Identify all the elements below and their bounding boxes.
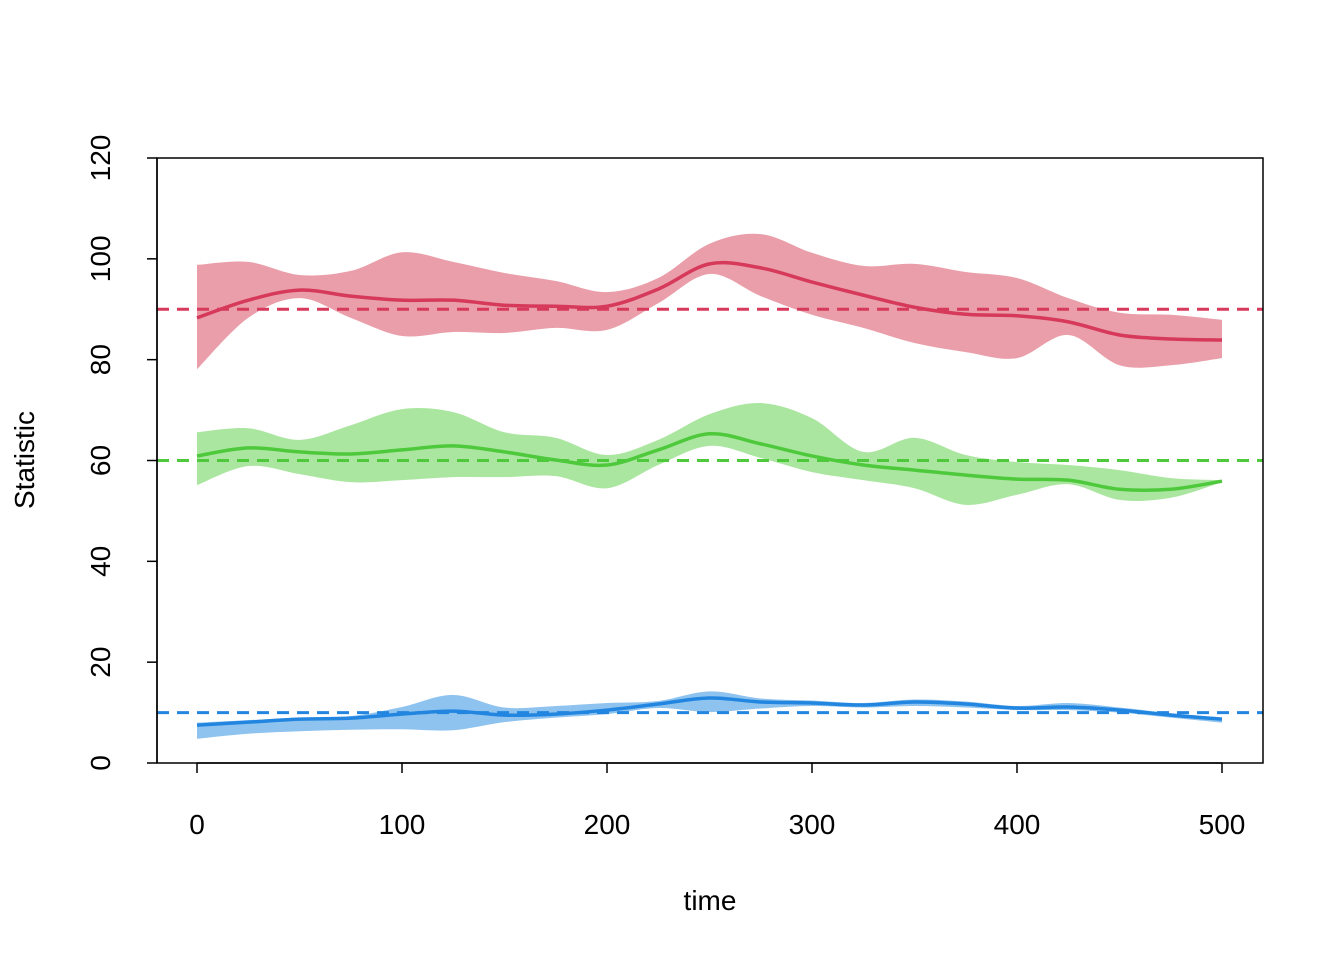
reference-lines (157, 307, 1263, 715)
x-tick-label: 300 (789, 809, 836, 840)
red-series-line (196, 260, 1223, 342)
x-tick-label: 200 (584, 809, 631, 840)
x-tick-label: 100 (379, 809, 426, 840)
blue-series-line (196, 696, 1223, 727)
y-tick-label: 20 (85, 647, 116, 678)
y-tick-label: 100 (85, 235, 116, 282)
green-series-line (196, 432, 1223, 493)
y-tick-label: 40 (85, 546, 116, 577)
x-axis-label: time (684, 885, 737, 916)
x-tick-label: 500 (1199, 809, 1246, 840)
y-tick-label: 0 (85, 755, 116, 771)
y-axis-label: Statistic (9, 411, 40, 509)
y-tick-label: 120 (85, 135, 116, 182)
y-tick-label: 80 (85, 344, 116, 375)
green-confidence-band (197, 402, 1222, 505)
series-lines (196, 260, 1223, 727)
x-axis: 0 100 200 300 400 500 (189, 762, 1246, 840)
x-tick-label: 400 (994, 809, 1041, 840)
y-tick-label: 60 (85, 445, 116, 476)
y-axis: 0 20 40 60 80 100 120 (85, 135, 158, 771)
x-tick-label: 0 (189, 809, 205, 840)
red-confidence-band (197, 233, 1222, 370)
